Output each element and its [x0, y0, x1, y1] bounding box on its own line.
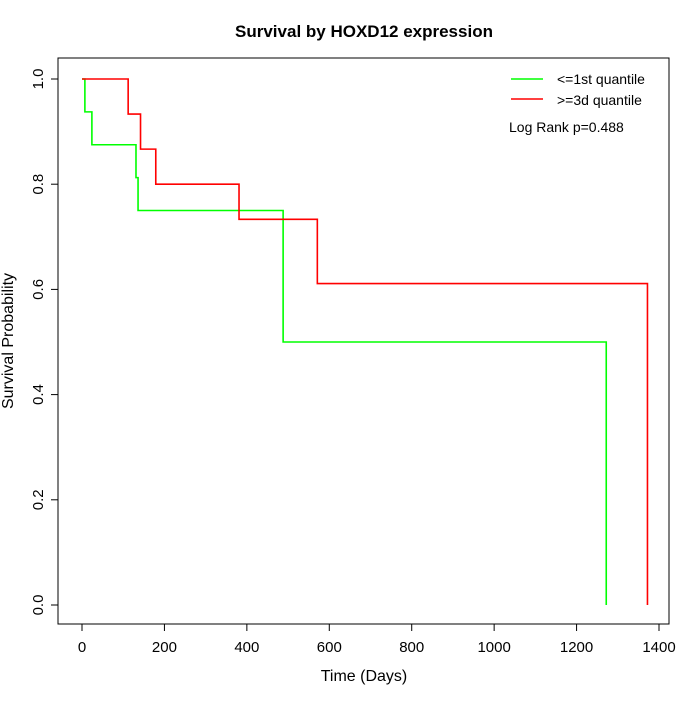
logrank-annotation: Log Rank p=0.488 — [509, 119, 624, 135]
y-axis: 0.0 0.2 0.4 0.6 0.8 1.0 — [30, 69, 59, 616]
chart-title: Survival by HOXD12 expression — [235, 22, 493, 41]
series-lines — [82, 78, 649, 605]
y-tick-label: 0.0 — [30, 595, 47, 616]
x-tick-label: 1000 — [477, 639, 510, 656]
y-tick-label: 0.4 — [30, 384, 47, 405]
plot-frame — [57, 57, 670, 625]
survival-curve-1 — [82, 78, 649, 605]
y-tick-label: 1.0 — [30, 69, 47, 90]
x-tick-label: 800 — [399, 639, 424, 656]
legend-label-0: <=1st quantile — [557, 71, 645, 87]
y-tick-label: 0.8 — [30, 174, 47, 195]
survival-curve-0 — [82, 78, 608, 605]
y-tick-label: 0.2 — [30, 489, 47, 510]
x-axis-label: Time (Days) — [321, 668, 408, 685]
x-axis: 0 200 400 600 800 1000 1200 1400 — [78, 623, 676, 656]
y-axis-label: Survival Probability — [0, 273, 17, 409]
y-tick-label: 0.6 — [30, 279, 47, 300]
x-tick-label: 0 — [78, 639, 86, 656]
legend: <=1st quantile >=3d quantile Log Rank p=… — [509, 71, 645, 135]
x-tick-label: 1400 — [642, 639, 675, 656]
legend-label-1: >=3d quantile — [557, 92, 642, 108]
x-tick-label: 400 — [234, 639, 259, 656]
x-tick-label: 200 — [152, 639, 177, 656]
x-tick-label: 600 — [317, 639, 342, 656]
x-tick-label: 1200 — [560, 639, 593, 656]
